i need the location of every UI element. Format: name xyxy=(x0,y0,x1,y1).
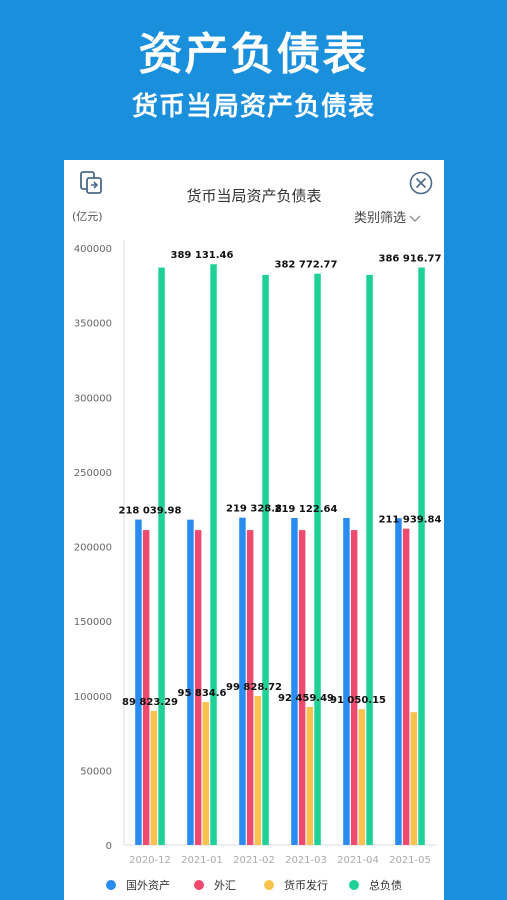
y-tick-label: 150000 xyxy=(74,617,112,628)
data-label: 92 459.49 xyxy=(278,693,334,704)
legend-label: 总负债 xyxy=(369,879,402,892)
y-tick-label: 400000 xyxy=(74,244,112,255)
bar xyxy=(410,712,418,845)
legend-item[interactable]: 货币发行 xyxy=(264,877,328,893)
chart-card: 货币当局资产负债表 (亿元) 类别筛选 0 50000 100000 150000 20… xyxy=(64,160,444,900)
bar xyxy=(395,518,402,845)
hero-subtitle: 货币当局资产负债表 xyxy=(131,92,375,122)
bar xyxy=(254,696,262,845)
bar xyxy=(350,530,358,845)
y-tick-label: 100000 xyxy=(74,692,112,703)
x-tick-label: 2021-05 xyxy=(389,855,431,866)
data-label: 211 939.84 xyxy=(379,515,442,526)
hero-title: 资产负债表 xyxy=(138,29,369,80)
bar xyxy=(298,530,306,845)
legend-dot-icon xyxy=(264,880,274,890)
x-tick-label: 2021-04 xyxy=(337,855,379,866)
legend-dot-icon xyxy=(194,880,204,890)
x-tick-label: 2021-01 xyxy=(181,855,223,866)
bar xyxy=(418,267,425,845)
bar xyxy=(246,530,254,845)
category-filter[interactable]: 类别筛选 xyxy=(354,207,421,226)
data-label: 219 328.8 xyxy=(226,504,282,515)
legend-item[interactable]: 国外资产 xyxy=(106,877,170,893)
legend-label: 外汇 xyxy=(214,879,236,892)
bar xyxy=(239,517,246,845)
data-label: 91 050.15 xyxy=(330,695,386,706)
data-label: 386 916.77 xyxy=(379,254,442,265)
bar xyxy=(366,274,373,845)
data-label: 99 828.72 xyxy=(226,682,282,693)
chart-title: 货币当局资产负债表 xyxy=(186,187,322,205)
legend-item[interactable]: 外汇 xyxy=(194,877,236,893)
bar xyxy=(343,517,350,845)
bar xyxy=(314,273,321,845)
bar xyxy=(291,517,298,845)
bar xyxy=(150,710,158,845)
y-tick-label: 0 xyxy=(106,841,112,852)
bar xyxy=(158,267,165,845)
y-tick-label: 250000 xyxy=(74,468,112,479)
legend-label: 货币发行 xyxy=(284,879,328,892)
data-label: 219 122.64 xyxy=(275,504,338,515)
bar xyxy=(187,519,194,845)
y-tick-label: 350000 xyxy=(74,319,112,330)
x-tick-label: 2021-03 xyxy=(285,855,327,866)
legend-dot-icon xyxy=(349,880,359,890)
bar xyxy=(194,530,202,845)
bar xyxy=(402,528,410,845)
bar xyxy=(262,274,269,845)
export-icon[interactable] xyxy=(78,170,104,196)
x-tick-label: 2021-02 xyxy=(233,855,275,866)
data-label: 218 039.98 xyxy=(119,506,182,517)
legend: 国外资产 外汇 货币发行 总负债 xyxy=(64,877,444,897)
bar xyxy=(210,264,217,845)
y-axis-unit: (亿元) xyxy=(72,210,103,223)
y-tick-label: 300000 xyxy=(74,393,112,404)
data-label: 95 834.6 xyxy=(177,688,226,699)
close-icon[interactable] xyxy=(408,170,434,196)
category-filter-label: 类别筛选 xyxy=(354,211,407,226)
legend-label: 国外资产 xyxy=(126,879,170,892)
data-label: 382 772.77 xyxy=(275,260,338,271)
y-tick-label: 50000 xyxy=(80,766,112,777)
bar xyxy=(142,530,150,845)
bar xyxy=(135,519,142,845)
legend-dot-icon xyxy=(106,880,116,890)
data-label: 389 131.46 xyxy=(171,250,234,261)
bar-chart: 0 50000 100000 150000 200000 250000 300000 3500… xyxy=(74,240,442,866)
x-tick-label: 2020-12 xyxy=(129,855,171,866)
legend-item[interactable]: 总负债 xyxy=(349,877,402,893)
bar xyxy=(358,709,366,845)
bar xyxy=(202,701,210,845)
y-tick-label: 200000 xyxy=(74,543,112,554)
data-label: 89 823.29 xyxy=(122,697,178,708)
bar xyxy=(306,707,314,845)
chevron-down-icon xyxy=(409,215,421,222)
